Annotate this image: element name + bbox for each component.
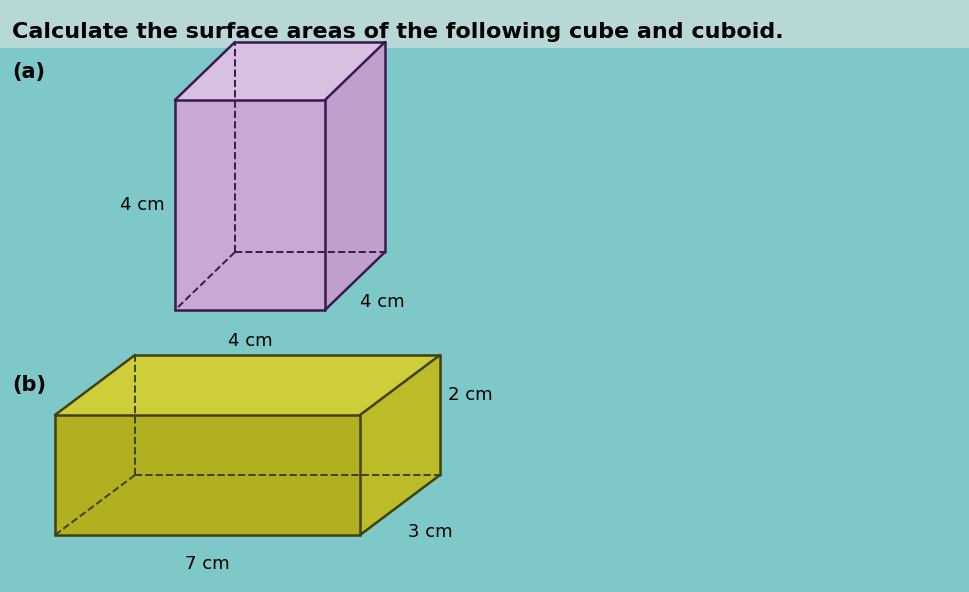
Polygon shape xyxy=(325,42,385,310)
Polygon shape xyxy=(55,355,440,415)
Text: 7 cm: 7 cm xyxy=(185,555,230,573)
Text: 2 cm: 2 cm xyxy=(448,386,492,404)
Text: (a): (a) xyxy=(12,62,45,82)
Text: 3 cm: 3 cm xyxy=(408,523,453,541)
Polygon shape xyxy=(174,42,385,100)
Polygon shape xyxy=(174,100,325,310)
Polygon shape xyxy=(359,355,440,535)
Text: 4 cm: 4 cm xyxy=(359,293,404,311)
Polygon shape xyxy=(55,415,359,535)
Text: 4 cm: 4 cm xyxy=(120,196,165,214)
Text: Calculate the surface areas of the following cube and cuboid.: Calculate the surface areas of the follo… xyxy=(12,22,783,42)
Text: (b): (b) xyxy=(12,375,46,395)
Text: 4 cm: 4 cm xyxy=(228,332,272,350)
FancyBboxPatch shape xyxy=(0,0,969,48)
